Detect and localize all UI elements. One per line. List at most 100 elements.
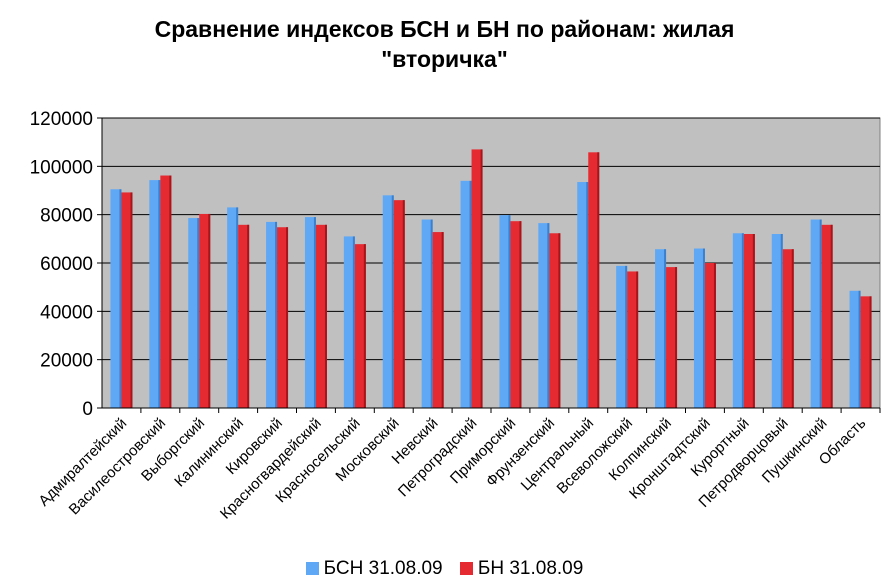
- bars: [110, 149, 872, 408]
- y-tick-label: 100000: [30, 157, 93, 178]
- bar-bn: [860, 296, 872, 408]
- bar-fill: [704, 263, 716, 408]
- legend-swatch-bn: [459, 562, 473, 575]
- bar-bn: [315, 224, 327, 408]
- legend-label-bn: БН 31.08.09: [477, 558, 584, 579]
- bar-fill: [616, 265, 628, 408]
- x-axis-ticks: АдмиралтейскийВасилеостровскийВыборгский…: [35, 408, 881, 523]
- bar-fill: [121, 192, 133, 408]
- bar-fill: [693, 248, 705, 408]
- bar-shade: [352, 236, 355, 408]
- bar-shade: [286, 227, 289, 408]
- bar-shade: [441, 232, 444, 408]
- bar-bsn: [616, 265, 628, 408]
- bar-fill: [655, 249, 667, 408]
- bar-fill: [821, 224, 833, 408]
- bar-fill: [266, 221, 278, 408]
- bar-shade: [830, 224, 833, 408]
- bar-bn: [238, 224, 250, 408]
- bar-bsn: [499, 215, 511, 408]
- bar-shade: [508, 215, 511, 408]
- bar-fill: [471, 149, 483, 408]
- bar-shade: [558, 233, 561, 408]
- bar-bn: [471, 149, 483, 408]
- bar-shade: [247, 224, 250, 408]
- bar-bsn: [149, 180, 161, 408]
- bar-fill: [743, 234, 755, 408]
- y-axis-ticks: 0 20000 40000 60000 80000 100000 120000: [30, 109, 102, 420]
- bar-bsn: [227, 207, 239, 408]
- legend-item-bsn: БСН 31.08.09: [305, 558, 443, 580]
- bar-bsn: [304, 217, 316, 408]
- bar-bsn: [266, 221, 278, 408]
- bar-shade: [713, 263, 716, 408]
- bar-shade: [169, 175, 172, 408]
- y-tick-label: 40000: [40, 302, 93, 323]
- bar-shade: [324, 224, 327, 408]
- bar-fill: [627, 271, 639, 408]
- bar-bn: [277, 227, 289, 408]
- bar-shade: [469, 180, 472, 408]
- bar-bn: [432, 232, 444, 408]
- bar-shade: [275, 221, 278, 408]
- bar-shade: [675, 267, 678, 408]
- legend-label-bsn: БСН 31.08.09: [323, 558, 443, 579]
- y-tick-label: 80000: [40, 206, 93, 227]
- bar-bsn: [460, 180, 472, 408]
- bar-shade: [197, 218, 200, 408]
- bar-shade: [430, 219, 433, 408]
- bar-bsn: [382, 195, 394, 408]
- bar-fill: [460, 180, 472, 408]
- bar-fill: [549, 233, 561, 408]
- bar-shade: [313, 217, 316, 408]
- bar-bsn: [577, 182, 589, 408]
- bar-shade: [547, 223, 550, 408]
- y-tick-label: 60000: [40, 254, 93, 275]
- bar-fill: [499, 215, 511, 408]
- bar-bn: [588, 152, 600, 408]
- legend-swatch-bsn: [305, 562, 319, 575]
- bar-bsn: [188, 218, 200, 408]
- legend: БСН 31.08.09 БН 31.08.09: [0, 558, 889, 580]
- bar-bn: [666, 267, 678, 408]
- bar-shade: [480, 149, 483, 408]
- chart-title-line-2: "вторичка": [381, 46, 508, 72]
- bar-fill: [849, 290, 861, 408]
- bar-shade: [702, 248, 705, 408]
- bar-bn: [821, 224, 833, 408]
- bar-bn: [354, 244, 366, 408]
- bar-bn: [704, 263, 716, 408]
- bar-shade: [208, 213, 211, 408]
- bar-bsn: [110, 189, 122, 408]
- bar-bsn: [538, 223, 550, 408]
- bar-bsn: [810, 219, 822, 408]
- bar-fill: [277, 227, 289, 408]
- bar-fill: [188, 218, 200, 408]
- bar-shade: [597, 152, 600, 408]
- bar-fill: [238, 224, 250, 408]
- bar-fill: [354, 244, 366, 408]
- y-tick-label: 120000: [30, 109, 93, 130]
- bar-fill: [782, 249, 794, 408]
- bar-shade: [741, 233, 744, 408]
- bar-bsn: [655, 249, 667, 408]
- bar-bn: [121, 192, 133, 408]
- bar-fill: [199, 213, 211, 408]
- bar-shade: [869, 296, 872, 408]
- bar-fill: [160, 175, 172, 408]
- bar-fill: [538, 223, 550, 408]
- bar-shade: [819, 219, 822, 408]
- bar-bn: [782, 249, 794, 408]
- bar-bsn: [693, 248, 705, 408]
- bar-shade: [119, 189, 122, 408]
- bar-fill: [343, 236, 355, 408]
- bar-fill: [860, 296, 872, 408]
- bar-fill: [732, 233, 744, 408]
- bar-bn: [393, 200, 405, 408]
- bar-fill: [432, 232, 444, 408]
- bar-shade: [391, 195, 394, 408]
- bar-shade: [780, 234, 783, 408]
- bar-shade: [363, 244, 366, 408]
- bar-bn: [199, 213, 211, 408]
